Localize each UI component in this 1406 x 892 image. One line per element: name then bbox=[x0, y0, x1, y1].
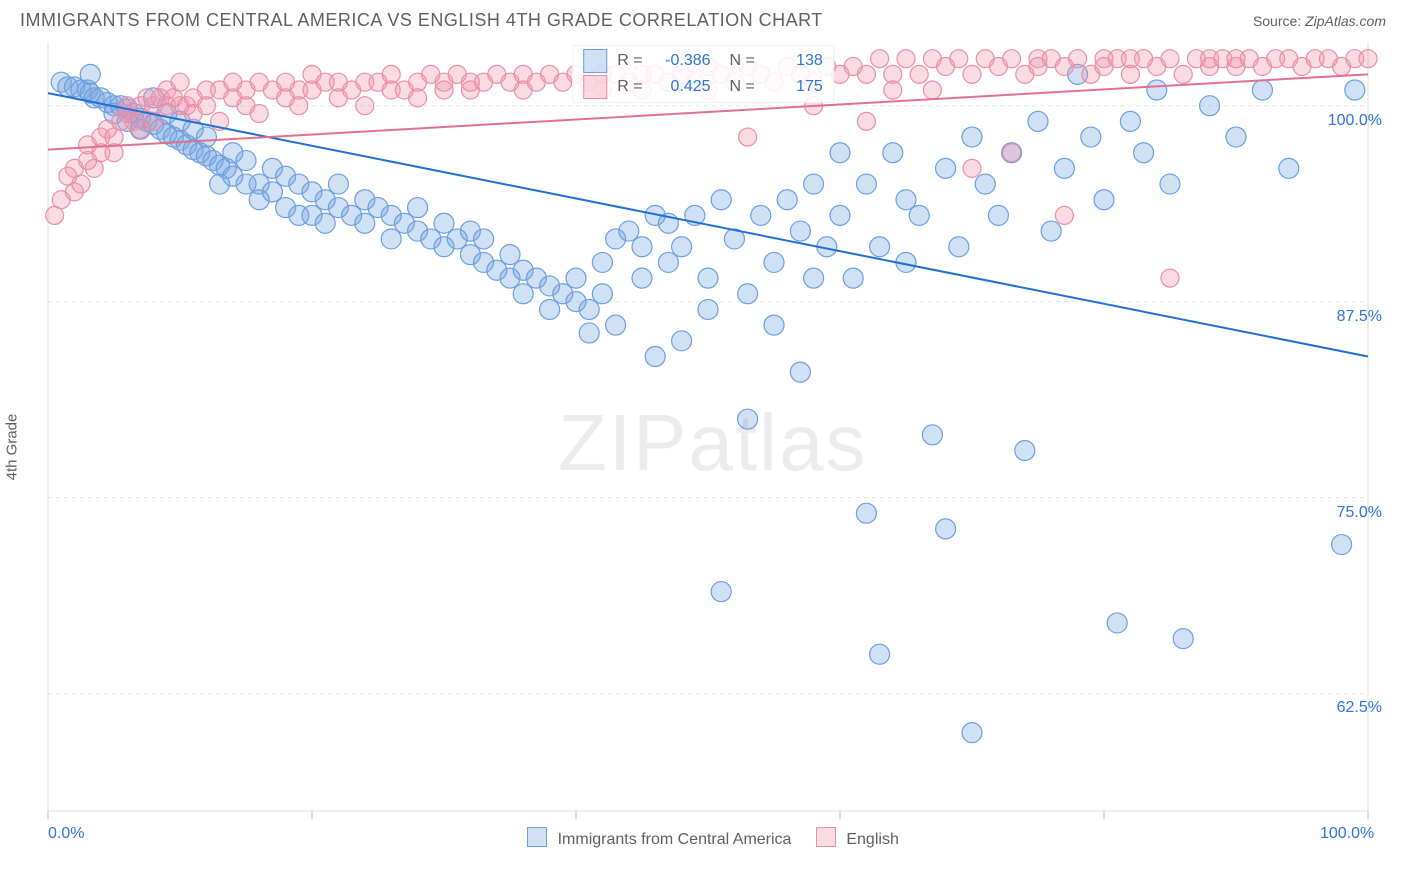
legend-r-1: 0.425 bbox=[653, 78, 711, 96]
y-tick-label: 100.0% bbox=[1328, 112, 1382, 130]
chart-area: 4th Grade ZIPatlas R = -0.386 N = 138 R … bbox=[18, 37, 1388, 857]
legend-row-0: R = -0.386 N = 138 bbox=[577, 48, 829, 74]
correlation-legend: R = -0.386 N = 138 R = 0.425 N = 175 bbox=[572, 45, 834, 103]
chart-title: IMMIGRANTS FROM CENTRAL AMERICA VS ENGLI… bbox=[20, 10, 823, 31]
scatter-plot bbox=[18, 37, 1388, 857]
y-axis-label: 4th Grade bbox=[4, 414, 21, 481]
legend-swatch-0 bbox=[583, 49, 607, 73]
source-value: ZipAtlas.com bbox=[1305, 13, 1386, 29]
y-tick-label: 62.5% bbox=[1337, 699, 1382, 717]
legend-n-1: 175 bbox=[765, 78, 823, 96]
legend-swatch-1 bbox=[583, 75, 607, 99]
series-name-1: English bbox=[846, 831, 898, 848]
series-name-0: Immigrants from Central America bbox=[558, 831, 792, 848]
legend-n-0: 138 bbox=[765, 52, 823, 70]
chart-header: IMMIGRANTS FROM CENTRAL AMERICA VS ENGLI… bbox=[0, 0, 1406, 37]
x-tick-label: 100.0% bbox=[1320, 825, 1374, 843]
series-legend: Immigrants from Central America English bbox=[18, 827, 1388, 849]
source-prefix: Source: bbox=[1253, 13, 1305, 29]
series-swatch-1 bbox=[816, 827, 836, 847]
y-tick-label: 75.0% bbox=[1337, 504, 1382, 522]
legend-row-1: R = 0.425 N = 175 bbox=[577, 74, 829, 100]
series-swatch-0 bbox=[527, 827, 547, 847]
x-tick-label: 0.0% bbox=[48, 825, 84, 843]
chart-source: Source: ZipAtlas.com bbox=[1253, 13, 1386, 29]
legend-r-0: -0.386 bbox=[653, 52, 711, 70]
y-tick-label: 87.5% bbox=[1337, 308, 1382, 326]
